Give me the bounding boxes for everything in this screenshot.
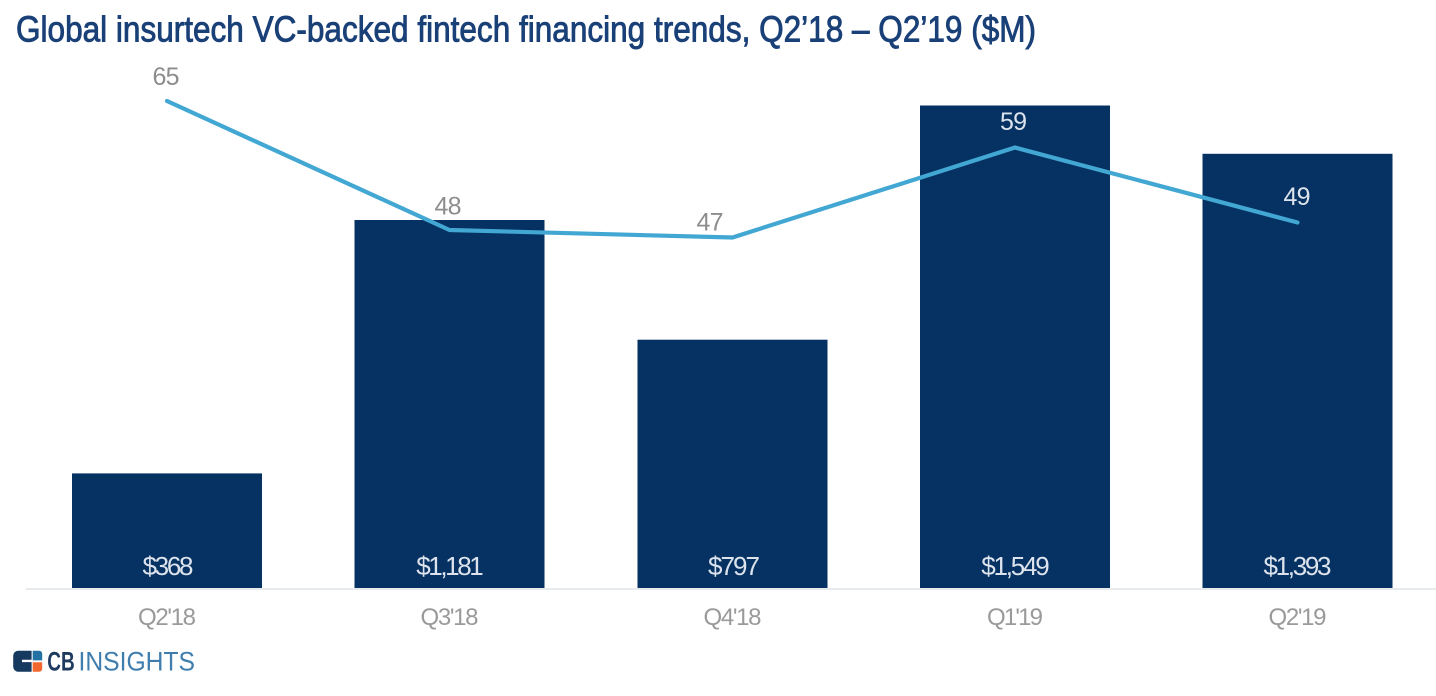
svg-text:47: 47 [697, 209, 724, 237]
svg-text:65: 65 [153, 63, 180, 91]
svg-text:$368: $368 [143, 551, 194, 581]
svg-text:$1,393: $1,393 [1264, 551, 1332, 581]
svg-text:Q3'18: Q3'18 [421, 604, 479, 631]
svg-text:49: 49 [1284, 183, 1311, 211]
svg-text:Q4'18: Q4'18 [704, 604, 762, 631]
svg-text:Q1'19: Q1'19 [987, 604, 1043, 631]
svg-text:Global insurtech VC-backed fin: Global insurtech VC-backed fintech finan… [16, 9, 1036, 50]
svg-text:$797: $797 [708, 551, 760, 581]
svg-text:Q2'18: Q2'18 [138, 604, 196, 631]
svg-text:Q2'19: Q2'19 [1269, 604, 1327, 631]
svg-text:59: 59 [1000, 108, 1027, 136]
svg-text:INSIGHTS: INSIGHTS [79, 647, 196, 677]
svg-text:$1,549: $1,549 [981, 551, 1050, 581]
svg-text:$1,181: $1,181 [416, 551, 484, 581]
svg-text:48: 48 [435, 193, 462, 221]
svg-text:CB: CB [47, 647, 74, 677]
